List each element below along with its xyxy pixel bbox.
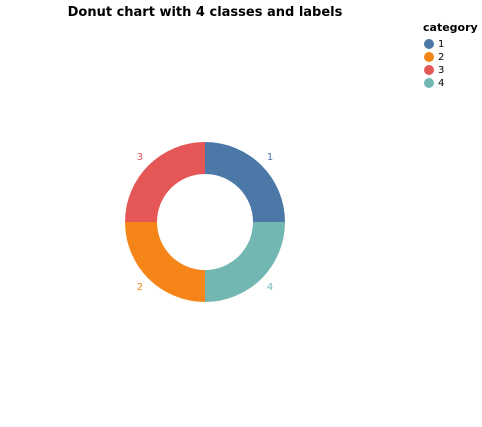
legend-swatch-1 <box>424 39 434 49</box>
slice-labels: 1 4 2 3 <box>137 152 273 293</box>
donut-slice-4 <box>205 222 285 302</box>
legend-label-4: 4 <box>438 78 444 89</box>
legend-swatch-3 <box>424 65 434 75</box>
legend-items: 1 2 3 4 <box>424 39 444 89</box>
donut-slice-2 <box>125 222 205 302</box>
donut-slices <box>125 142 285 302</box>
slice-label-4: 4 <box>267 282 273 293</box>
slice-label-1: 1 <box>267 152 273 163</box>
legend-label-2: 2 <box>438 52 444 63</box>
legend-swatch-2 <box>424 52 434 62</box>
legend-label-3: 3 <box>438 65 444 76</box>
slice-label-3: 3 <box>137 152 143 163</box>
legend: category 1 2 3 4 <box>423 21 478 89</box>
donut-slice-1 <box>205 142 285 222</box>
slice-label-2: 2 <box>137 282 143 293</box>
chart-title: Donut chart with 4 classes and labels <box>68 5 343 20</box>
donut-slice-3 <box>125 142 205 222</box>
legend-swatch-4 <box>424 78 434 88</box>
legend-title: category <box>423 21 478 34</box>
legend-label-1: 1 <box>438 39 444 50</box>
